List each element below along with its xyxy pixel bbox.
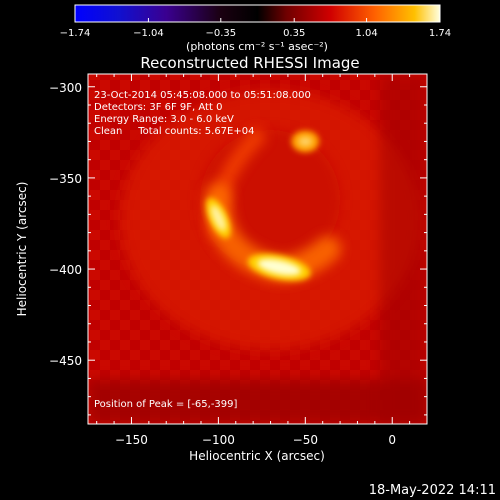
colorbar-ticks: −1.74 −1.04 −0.35 0.35 1.04 1.74	[60, 18, 451, 39]
plot-frame	[87, 73, 428, 425]
x-axis-label: Heliocentric X (arcsec)	[189, 449, 325, 463]
y-axis: −300 −350 −400 −450	[49, 81, 427, 416]
heatmap-image	[88, 74, 427, 424]
peak-position-label: Position of Peak = [-65,-399]	[94, 399, 238, 410]
colorbar-tick-label: 1.74	[429, 28, 451, 39]
source-peak-core	[257, 258, 301, 276]
footer-date: 18-May-2022 14:11	[369, 483, 496, 498]
annotation-line-2: Detectors: 3F 6F 9F, Att 0	[94, 102, 222, 113]
y-tick-label: −300	[49, 81, 82, 95]
x-tick-label: 0	[388, 433, 396, 447]
annotation-block: 23-Oct-2014 05:45:08.000 to 05:51:08.000…	[94, 90, 311, 137]
colorbar-tick-label: 1.04	[355, 28, 377, 39]
colorbar-tick-label: −0.35	[205, 28, 236, 39]
source-top-core	[298, 136, 313, 147]
annotation-line-1: 23-Oct-2014 05:45:08.000 to 05:51:08.000	[94, 90, 311, 101]
y-tick-label: −350	[49, 172, 82, 186]
x-tick-label: −50	[293, 433, 318, 447]
annotation-line-4: Clean Total counts: 5.67E+04	[94, 126, 254, 137]
colorbar-tick-label: −1.04	[133, 28, 164, 39]
chart-title: Reconstructed RHESSI Image	[140, 54, 359, 72]
annotation-line-3: Energy Range: 3.0 - 6.0 keV	[94, 114, 234, 125]
colorbar-tick-label: −1.74	[60, 28, 91, 39]
colorbar-unit-label: (photons cm⁻² s⁻¹ asec⁻²)	[186, 40, 328, 53]
colorbar-tick-label: 0.35	[283, 28, 305, 39]
x-axis: −150 −100 −50 0	[96, 74, 411, 447]
x-tick-label: −150	[115, 433, 148, 447]
x-tick-label: −100	[202, 433, 235, 447]
y-tick-label: −400	[49, 263, 82, 277]
y-axis-label: Heliocentric Y (arcsec)	[15, 182, 29, 317]
y-tick-label: −450	[49, 354, 82, 368]
colorbar	[74, 4, 441, 23]
source-secondary-core	[210, 205, 226, 231]
